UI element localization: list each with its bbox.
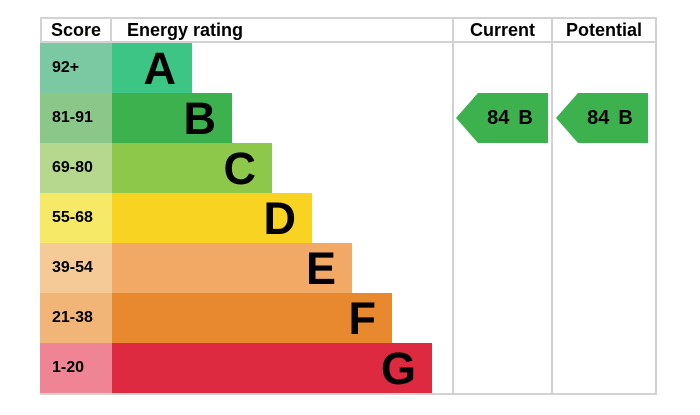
band-score-range: 55-68 (40, 193, 112, 243)
current-column-divider (452, 17, 454, 395)
potential-rating-arrow: 84 B (556, 93, 648, 143)
band-bar: D (112, 193, 312, 243)
band-bar: B (112, 93, 232, 143)
band-bar: A (112, 43, 192, 93)
band-score-range: 39-54 (40, 243, 112, 293)
band-letter: G (380, 342, 416, 394)
current-score-value: 84 (487, 106, 510, 129)
energy-rating-column-header: Energy rating (127, 20, 244, 40)
band-score-range: 1-20 (40, 343, 112, 393)
band-row-f: 21-38 F (40, 293, 452, 343)
band-row-b: 81-91 B (40, 93, 452, 143)
band-letter: D (263, 192, 297, 244)
potential-column-header: Potential (565, 20, 642, 40)
band-letter: E (305, 242, 336, 294)
band-score-range: 69-80 (40, 143, 112, 193)
band-row-d: 55-68 D (40, 193, 452, 243)
band-letter: F (348, 292, 377, 344)
table-right-border (655, 17, 657, 395)
rating-table: Score Energy rating Current Potential 92… (40, 17, 657, 395)
potential-grade-letter: B (618, 106, 633, 129)
header-left-border (40, 17, 42, 43)
band-row-e: 39-54 E (40, 243, 452, 293)
table-bottom-border (40, 393, 657, 395)
band-bar: C (112, 143, 272, 193)
band-score-range: 81-91 (40, 93, 112, 143)
current-column-header: Current (469, 20, 535, 40)
band-bar: E (112, 243, 352, 293)
potential-column-divider (551, 17, 553, 395)
band-letter: C (223, 142, 257, 194)
table-top-border (40, 17, 657, 19)
band-row-g: 1-20 G (40, 343, 452, 393)
band-bar: G (112, 343, 432, 393)
current-rating-arrow: 84 B (456, 93, 548, 143)
potential-score-value: 84 (587, 106, 610, 129)
current-grade-letter: B (518, 106, 533, 129)
band-letter: B (183, 92, 217, 144)
band-letter: A (143, 42, 177, 94)
band-bar: F (112, 293, 392, 343)
score-column-divider (110, 17, 112, 43)
band-score-range: 92+ (40, 43, 112, 93)
band-row-a: 92+ A (40, 43, 452, 93)
header-bottom-border (40, 41, 657, 43)
band-score-range: 21-38 (40, 293, 112, 343)
band-row-c: 69-80 C (40, 143, 452, 193)
score-column-header: Score (50, 20, 102, 40)
